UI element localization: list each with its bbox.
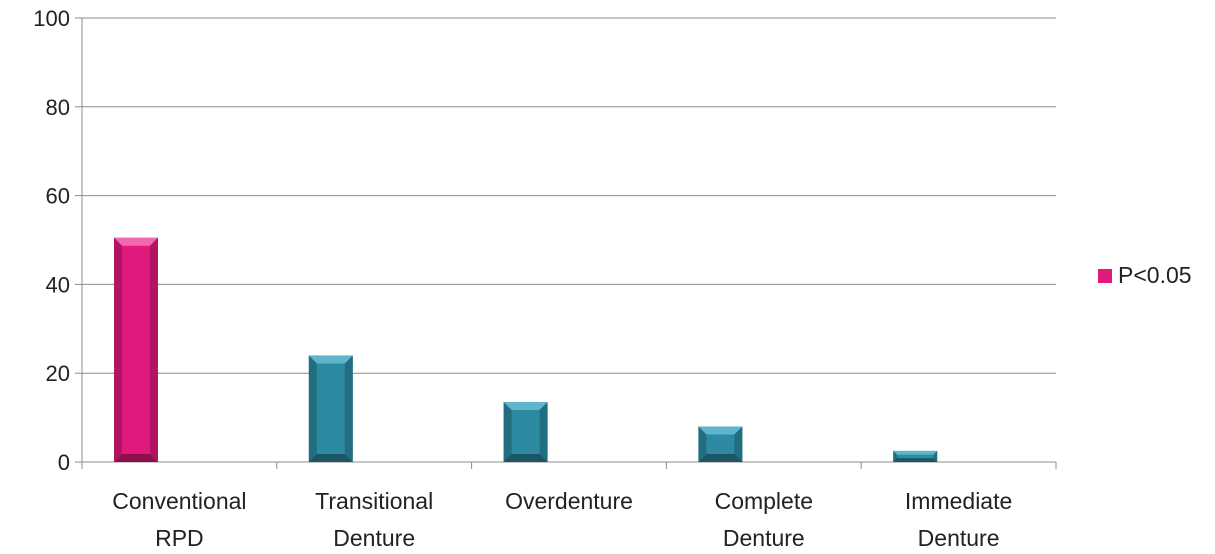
y-tick-label: 60 xyxy=(46,184,70,209)
bar-top-bevel xyxy=(114,237,158,246)
y-tick-label: 0 xyxy=(58,450,70,475)
x-category-label: Transitional xyxy=(315,488,433,514)
x-category-label: Complete xyxy=(715,488,813,514)
bar xyxy=(308,355,353,462)
x-category-label: Denture xyxy=(918,525,1000,551)
x-category-label: Denture xyxy=(333,525,415,551)
bar-left-bevel xyxy=(308,355,317,462)
x-category-label: Denture xyxy=(723,525,805,551)
bar-right-bevel xyxy=(933,450,938,462)
legend: P<0.05 xyxy=(1098,262,1192,289)
bar-bottom-bevel xyxy=(503,454,548,462)
legend-label: P<0.05 xyxy=(1118,262,1192,288)
y-tick-label: 40 xyxy=(46,272,70,297)
bars xyxy=(114,237,938,462)
x-category-label: Immediate xyxy=(905,488,1012,514)
bar xyxy=(114,237,158,462)
legend-swatch xyxy=(1098,268,1112,283)
bar-right-bevel xyxy=(150,237,158,462)
y-tick-label: 20 xyxy=(46,361,70,386)
bar-right-bevel xyxy=(344,355,353,462)
bar-top-bevel xyxy=(698,426,743,435)
bar-bottom-bevel xyxy=(698,454,743,462)
y-tick-label: 100 xyxy=(33,6,70,31)
bar-left-bevel xyxy=(893,450,897,462)
x-category-label: Overdenture xyxy=(505,488,633,514)
bar xyxy=(503,402,548,462)
bar-left-bevel xyxy=(698,426,707,462)
axes xyxy=(75,17,1057,469)
bar-right-bevel xyxy=(539,402,548,462)
bar-bottom-bevel xyxy=(308,454,353,462)
bar xyxy=(893,450,938,462)
bar-left-bevel xyxy=(503,402,512,462)
bar-right-bevel xyxy=(734,426,743,462)
bar-bottom-bevel xyxy=(114,454,158,462)
gridlines xyxy=(82,17,1056,374)
bar-top-bevel xyxy=(503,402,548,411)
bar xyxy=(698,426,743,462)
y-tick-label: 80 xyxy=(46,95,70,120)
bar-bottom-bevel xyxy=(893,458,938,462)
bar-top-bevel xyxy=(308,355,353,364)
bar-body xyxy=(893,450,938,462)
x-category-label: Conventional xyxy=(112,488,246,514)
x-category-label: RPD xyxy=(155,525,204,551)
bar-left-bevel xyxy=(114,237,122,462)
labels: 0 20 40 60 80 100 Conventional RPD Transitional D… xyxy=(33,6,1012,551)
bar-top-bevel xyxy=(893,450,938,455)
